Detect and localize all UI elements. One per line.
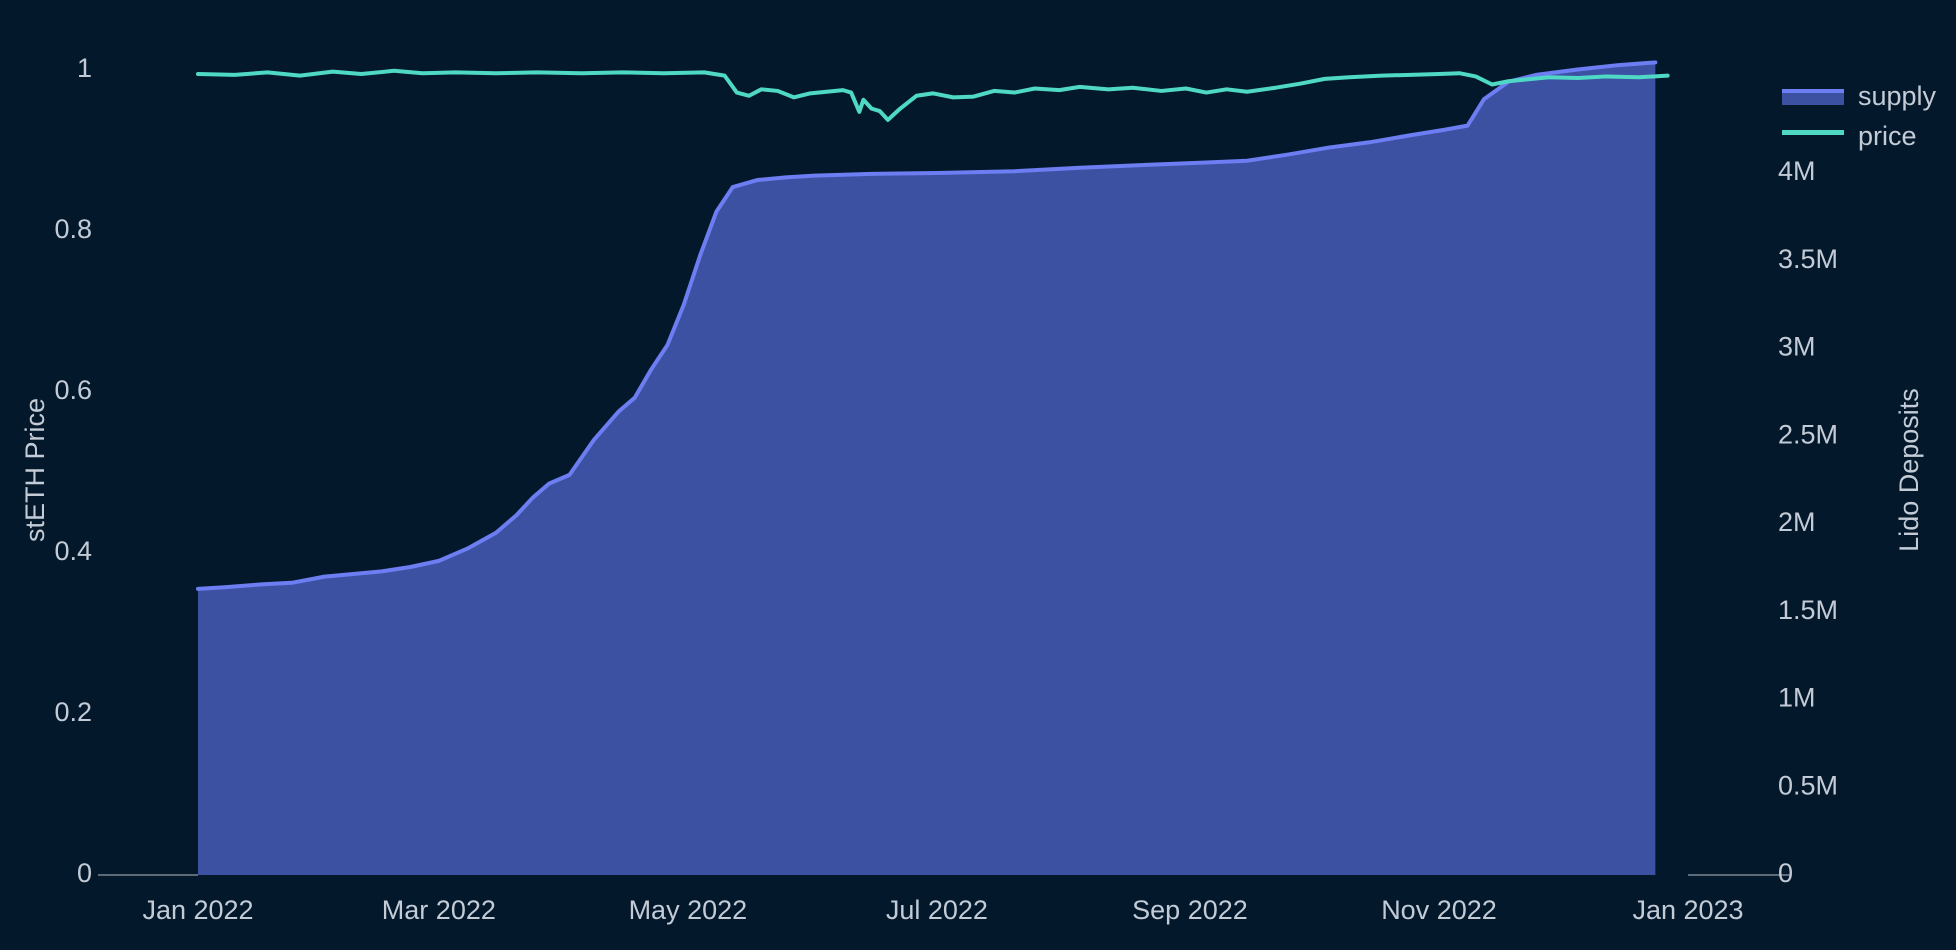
left-axis-tick-label: 0.4 (54, 536, 92, 566)
supply-line-stroke (196, 60, 1658, 591)
left-axis-tick-label: 0.2 (54, 697, 92, 727)
left-axis-tick-label: 0 (77, 858, 92, 888)
x-axis-tick-label: Nov 2022 (1381, 895, 1497, 925)
right-axis-tick-label: 2M (1778, 507, 1816, 537)
x-axis-tick-label: May 2022 (629, 895, 748, 925)
x-axis-tick-label: Jul 2022 (886, 895, 988, 925)
x-axis-tick-label: Jan 2022 (142, 895, 253, 925)
legend-label-supply[interactable]: supply (1858, 81, 1937, 111)
x-axis-ticks: Jan 2022 Mar 2022 May 2022 Jul 2022 Sep 2022… (142, 895, 1743, 925)
left-axis-tick-label: 0.8 (54, 214, 92, 244)
left-axis-ticks: 0 0.2 0.4 0.6 0.8 1 (54, 53, 92, 888)
right-axis-tick-label: 0 (1778, 858, 1793, 888)
right-axis-title: Lido Deposits (1894, 388, 1924, 552)
legend-swatch-price[interactable] (1782, 130, 1844, 135)
right-axis-tick-label: 3M (1778, 332, 1816, 362)
right-axis-tick-label: 2.5M (1778, 419, 1838, 449)
x-axis-tick-label: Sep 2022 (1132, 895, 1248, 925)
right-axis-tick-label: 4M (1778, 156, 1816, 186)
right-axis-tick-label: 0.5M (1778, 770, 1838, 800)
right-axis-tick-label: 1.5M (1778, 595, 1838, 625)
left-axis-tick-label: 0.6 (54, 375, 92, 405)
legend-swatch-supply-stroke (1782, 89, 1844, 93)
legend-label-price[interactable]: price (1858, 121, 1917, 151)
right-axis-tick-label: 1M (1778, 683, 1816, 713)
chart-legend[interactable]: supply price (1782, 81, 1937, 151)
supply-area-series[interactable] (198, 62, 1656, 875)
left-axis-title: stETH Price (20, 398, 50, 542)
right-axis-ticks: 0 0.5M 1M 1.5M 2M 2.5M 3M 3.5M 4M (1778, 156, 1838, 888)
right-axis-tick-label: 3.5M (1778, 244, 1838, 274)
price-line-series[interactable] (196, 68, 1670, 122)
x-axis-tick-label: Mar 2022 (382, 895, 496, 925)
x-axis-tick-label: Jan 2023 (1632, 895, 1743, 925)
left-axis-tick-label: 1 (77, 53, 92, 83)
